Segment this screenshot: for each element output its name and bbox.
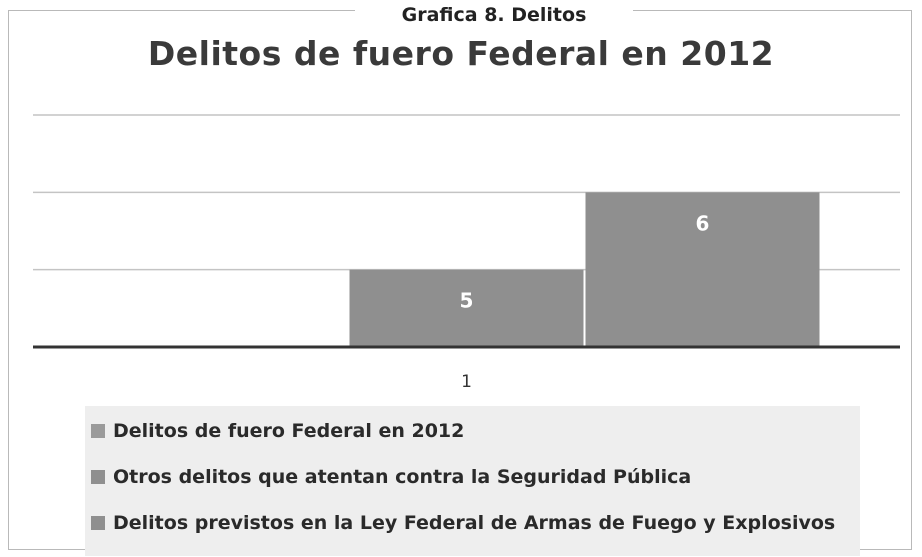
legend-swatch bbox=[91, 516, 105, 530]
figure-caption: Grafica 8. Delitos bbox=[355, 0, 633, 30]
data-label: 6 bbox=[696, 211, 710, 235]
legend-item: Delitos de fuero Federal en 2012 bbox=[91, 420, 464, 442]
legend-swatch bbox=[91, 424, 105, 438]
legend: Delitos de fuero Federal en 2012 Otros d… bbox=[85, 406, 860, 556]
x-tick-label: 1 bbox=[461, 372, 472, 392]
data-label: 5 bbox=[460, 289, 474, 313]
legend-swatch bbox=[91, 470, 105, 484]
legend-label: Delitos de fuero Federal en 2012 bbox=[113, 420, 465, 442]
chart-title: Delitos de fuero Federal en 2012 bbox=[147, 34, 775, 73]
legend-item: Otros delitos que atentan contra la Segu… bbox=[91, 466, 691, 488]
bar bbox=[349, 269, 584, 347]
legend-label: Delitos previstos en la Ley Federal de A… bbox=[113, 512, 836, 534]
bar bbox=[585, 192, 820, 347]
bars: 56 bbox=[349, 192, 820, 347]
legend-item: Delitos previstos en la Ley Federal de A… bbox=[91, 512, 835, 534]
legend-label: Otros delitos que atentan contra la Segu… bbox=[113, 466, 692, 488]
